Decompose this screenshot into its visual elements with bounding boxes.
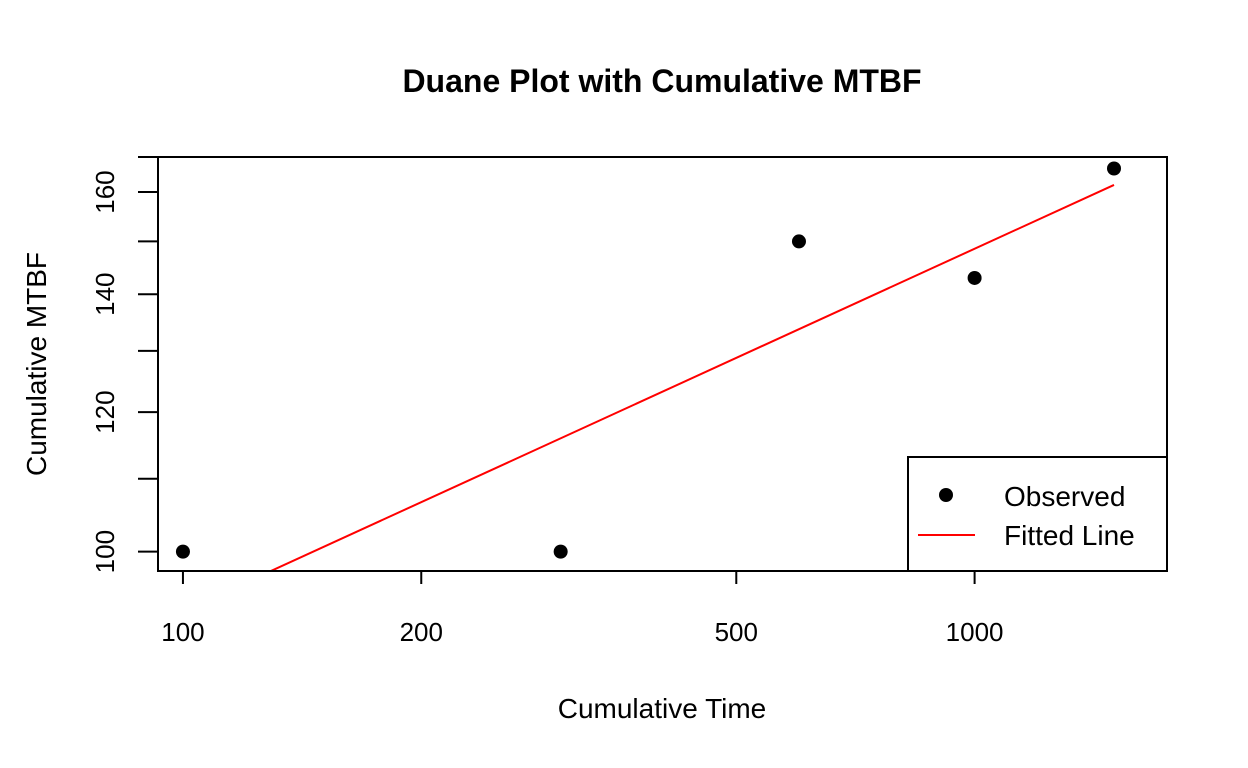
legend-observed-label: Observed <box>1004 481 1125 512</box>
legend-fitted-line-label: Fitted Line <box>1004 520 1135 551</box>
legend-box <box>907 456 1168 572</box>
observed-point <box>1107 161 1122 176</box>
y-tick-label: 140 <box>90 273 120 316</box>
x-tick-label: 500 <box>715 617 758 647</box>
y-tick-label: 100 <box>90 530 120 573</box>
x-tick-label: 100 <box>161 617 204 647</box>
x-tick-label: 1000 <box>946 617 1004 647</box>
legend-observed-marker <box>939 488 953 502</box>
plot-frame <box>157 156 1168 572</box>
plot-area <box>175 161 1122 571</box>
y-axis: 100 120 140 160 <box>90 156 158 573</box>
observed-point <box>553 544 568 559</box>
x-axis: 100 200 500 1000 <box>161 571 1004 647</box>
y-axis-label: Cumulative MTBF <box>21 252 52 476</box>
observed-point <box>791 234 806 249</box>
legend: Observed Fitted Line <box>907 456 1168 572</box>
plot-contents <box>175 161 1122 571</box>
fitted-line <box>268 184 1115 571</box>
observed-point <box>175 544 190 559</box>
observed-point <box>967 270 982 285</box>
y-tick-label: 160 <box>90 170 120 213</box>
x-axis-label: Cumulative Time <box>558 693 767 724</box>
chart-title: Duane Plot with Cumulative MTBF <box>402 63 921 99</box>
x-tick-label: 200 <box>400 617 443 647</box>
y-tick-label: 120 <box>90 390 120 433</box>
